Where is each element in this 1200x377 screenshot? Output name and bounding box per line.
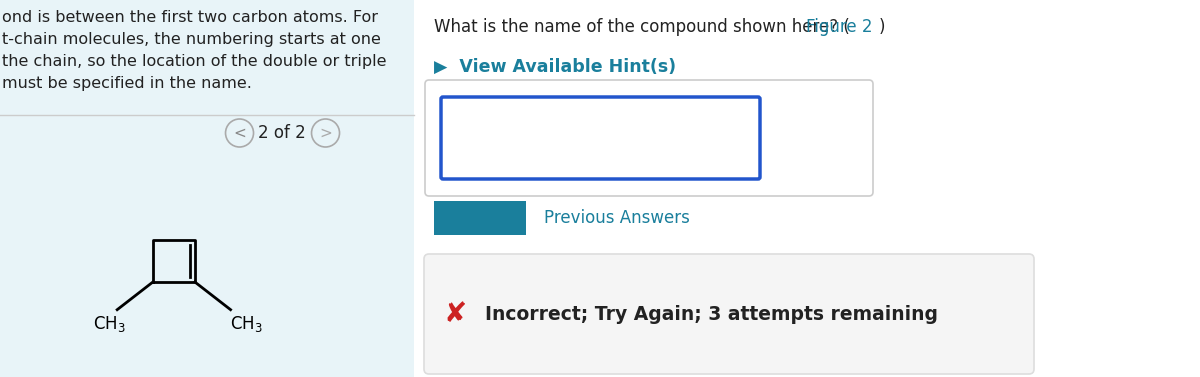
Text: <: < xyxy=(233,126,246,141)
Text: >: > xyxy=(319,126,332,141)
Text: ✘: ✘ xyxy=(443,300,467,328)
FancyBboxPatch shape xyxy=(442,97,760,179)
Text: What is the name of the compound shown here? (: What is the name of the compound shown h… xyxy=(434,18,850,36)
Text: Previous Answers: Previous Answers xyxy=(544,209,690,227)
Text: CH$_3$: CH$_3$ xyxy=(230,314,263,334)
FancyBboxPatch shape xyxy=(434,201,526,235)
Text: Submit: Submit xyxy=(446,209,514,227)
Text: Incorrect; Try Again; 3 attempts remaining: Incorrect; Try Again; 3 attempts remaini… xyxy=(485,305,938,323)
Text: must be specified in the name.: must be specified in the name. xyxy=(2,76,252,91)
Text: ): ) xyxy=(878,18,886,36)
FancyBboxPatch shape xyxy=(425,80,874,196)
Text: Figure 2: Figure 2 xyxy=(806,18,872,36)
Text: ond is between the first two carbon atoms. For: ond is between the first two carbon atom… xyxy=(2,10,378,25)
Text: CH$_3$: CH$_3$ xyxy=(92,314,126,334)
Text: t-chain molecules, the numbering starts at one: t-chain molecules, the numbering starts … xyxy=(2,32,380,47)
Text: the chain, so the location of the double or triple: the chain, so the location of the double… xyxy=(2,54,386,69)
Text: 2 of 2: 2 of 2 xyxy=(258,124,305,142)
Text: ▶  View Available Hint(s): ▶ View Available Hint(s) xyxy=(434,58,676,76)
FancyBboxPatch shape xyxy=(424,254,1034,374)
FancyBboxPatch shape xyxy=(0,0,414,377)
